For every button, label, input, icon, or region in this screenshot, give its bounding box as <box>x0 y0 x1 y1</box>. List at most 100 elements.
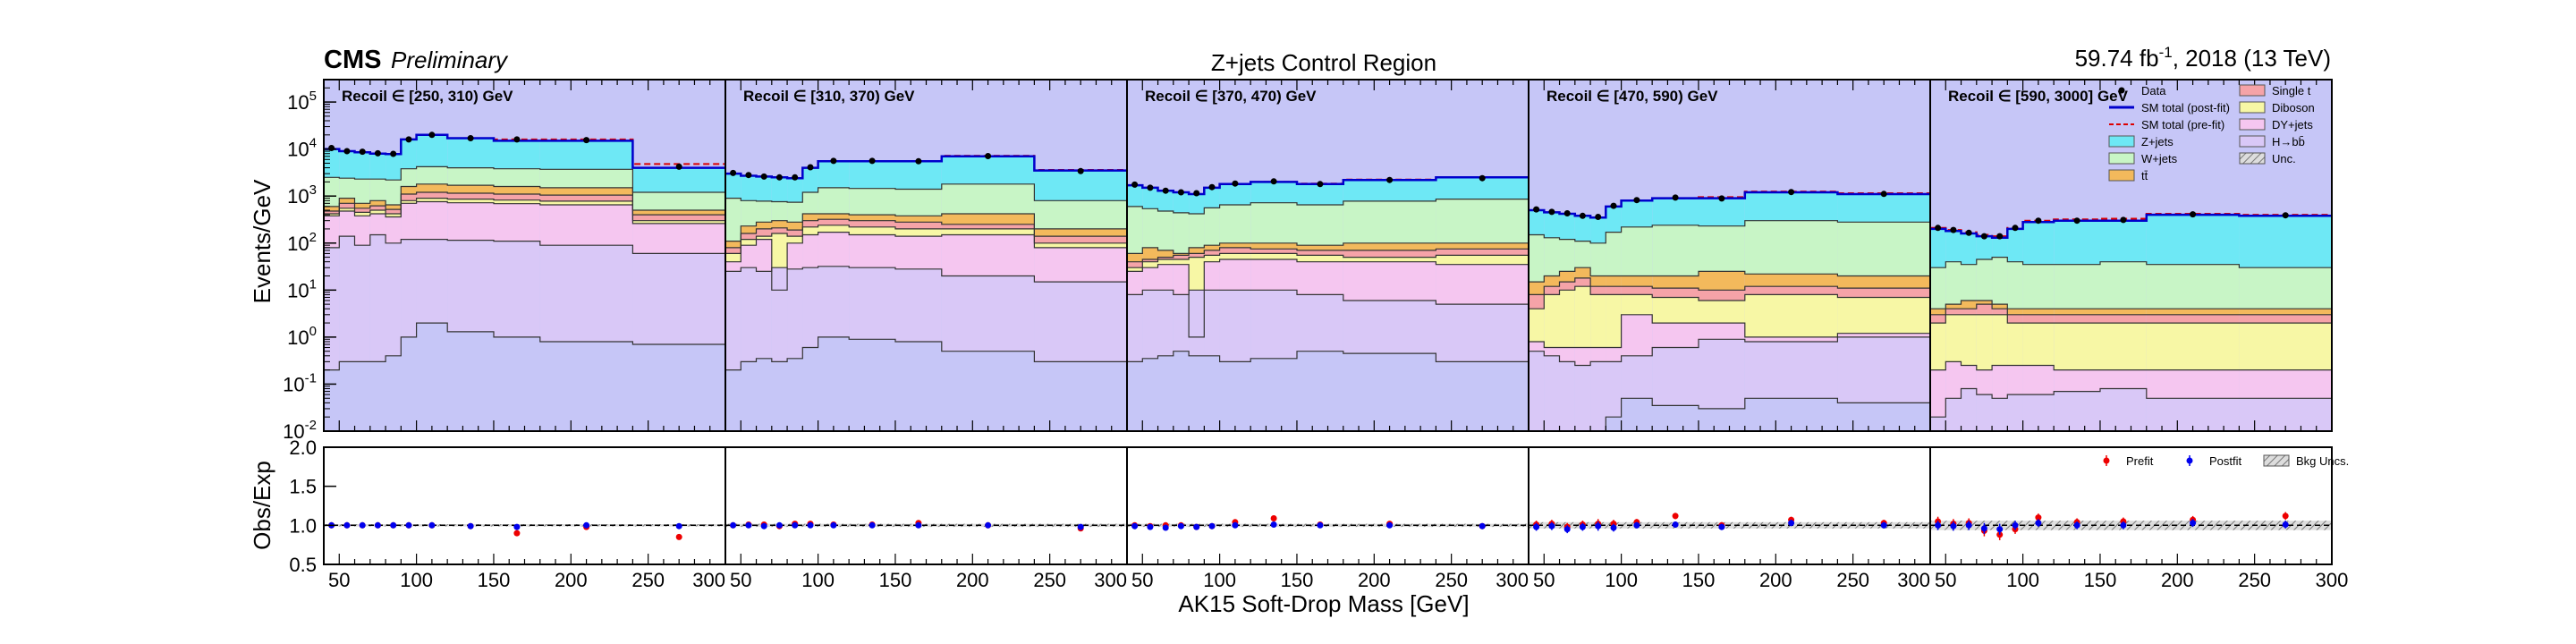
stack-bin <box>741 175 757 201</box>
stack-bin <box>895 236 942 269</box>
data-point <box>583 137 590 144</box>
stack-bin <box>324 214 340 216</box>
stack-bin <box>725 247 741 254</box>
stack-bin <box>2146 369 2240 399</box>
stack-bin <box>447 185 494 193</box>
data-point <box>1672 194 1679 201</box>
stack-bin <box>895 216 942 223</box>
stack-bin <box>1250 259 1297 291</box>
stack-bin <box>1837 288 1930 298</box>
stack-bin <box>386 214 402 217</box>
stack-bin <box>849 215 895 221</box>
legend-entry: SM total (post-fit) <box>2109 101 2230 114</box>
data-point <box>2120 216 2127 224</box>
stack-bin <box>1992 237 2008 258</box>
recoil-bin-label: Recoil ∈ [370, 470) GeV <box>1145 88 1317 105</box>
sm-total-postfit-line <box>1930 213 2332 240</box>
y-tick-label: 104 <box>287 136 317 161</box>
stack-bin <box>339 203 355 208</box>
x-tick-label: 50 <box>1131 569 1153 591</box>
ratio-legend-entry: Postfit <box>2186 454 2242 468</box>
stack-bin <box>941 234 1035 276</box>
data-point <box>2035 217 2042 225</box>
stack-bin <box>1343 180 1436 201</box>
stack-bin <box>1544 212 1560 238</box>
stack-bin <box>1297 205 1343 246</box>
stack-bin <box>1219 290 1251 362</box>
stack-bin <box>1204 290 1220 356</box>
stack-boundary-line <box>324 165 725 193</box>
stack-bin <box>1574 241 1591 268</box>
stack-bin <box>494 194 540 200</box>
data-point <box>675 163 682 170</box>
postfit-ratio-point <box>807 521 814 529</box>
stack-bin <box>1590 242 1606 276</box>
stack-bin <box>741 233 757 240</box>
stack-bin <box>1297 294 1343 352</box>
data-point <box>1595 214 1602 220</box>
stack-bin <box>818 187 850 214</box>
stack-bin <box>1744 342 1838 399</box>
stack-bin <box>1436 249 1529 256</box>
data-point <box>985 153 992 159</box>
stack-bin <box>386 180 402 205</box>
stack-bin <box>1930 417 1946 431</box>
stack-bin <box>1529 234 1545 283</box>
stack-bin <box>1544 294 1560 348</box>
postfit-ratio-point <box>1479 522 1486 530</box>
y-tick-base: 10 <box>283 373 304 395</box>
stack-bin <box>725 174 741 199</box>
stack-bin <box>725 271 741 370</box>
stack-bin <box>818 232 850 267</box>
postfit-ratio-point <box>513 523 521 530</box>
stack-bin <box>1142 259 1158 262</box>
x-tick-label: 150 <box>478 569 511 591</box>
stack-bin <box>725 241 741 248</box>
stack-bin <box>1606 275 1622 287</box>
postfit-ratio-point <box>830 521 837 529</box>
panel-3-ratio <box>1127 515 1529 531</box>
stack-bin <box>941 214 1035 225</box>
legend-label: Z+jets <box>2141 135 2174 148</box>
data-point <box>405 136 412 143</box>
stack-bin <box>369 200 386 207</box>
lumi-value: 59.74 fb <box>2075 45 2159 72</box>
data-point <box>807 164 814 171</box>
stack-bin <box>1250 249 1297 254</box>
x-tick-label: 250 <box>2238 569 2271 591</box>
stack-bin <box>895 161 942 190</box>
data-point <box>1980 233 1987 240</box>
legend-label: Unc. <box>2272 152 2296 165</box>
stack-bin <box>1574 347 1591 366</box>
stack-bin <box>849 234 895 268</box>
stack-bin <box>2007 309 2023 315</box>
stack-bin <box>1343 250 1436 258</box>
panel-2: Recoil ∈ [310, 370) GeV 50 100 150 200 250 300 <box>724 79 1128 591</box>
ratio-panel-frame <box>724 446 1128 565</box>
stack-bin <box>1219 259 1251 291</box>
stack-bin <box>2239 267 2332 309</box>
legend-entry: DY+jets <box>2239 118 2313 131</box>
stack-bin <box>1436 255 1529 265</box>
recoil-bin-label: Recoil ∈ [590, 3000] GeV <box>1948 88 2129 105</box>
legend-entry: Unc. <box>2239 152 2296 165</box>
stack-bin <box>1544 237 1560 276</box>
stack-boundary-line <box>324 200 725 225</box>
stack-boundary-line <box>725 183 1127 203</box>
postfit-ratio-point <box>467 522 474 530</box>
stack-bin <box>1837 194 1930 223</box>
stack-bin <box>2022 222 2055 265</box>
postfit-ratio-point <box>1672 521 1679 528</box>
stack-bin <box>818 225 850 233</box>
data-point <box>359 148 366 156</box>
x-tick-label: 100 <box>400 569 433 591</box>
stack-bin <box>1250 290 1297 359</box>
legend-label: SM total (pre-fit) <box>2141 118 2224 131</box>
stack-bin <box>1173 255 1190 259</box>
stack-bin <box>632 220 725 224</box>
stack-bin <box>401 186 417 195</box>
stack-bin <box>1930 314 1946 324</box>
y-tick-exponent: 1 <box>309 276 317 292</box>
stack-bin <box>1744 274 1838 287</box>
stack-boundary-line <box>725 218 1127 249</box>
